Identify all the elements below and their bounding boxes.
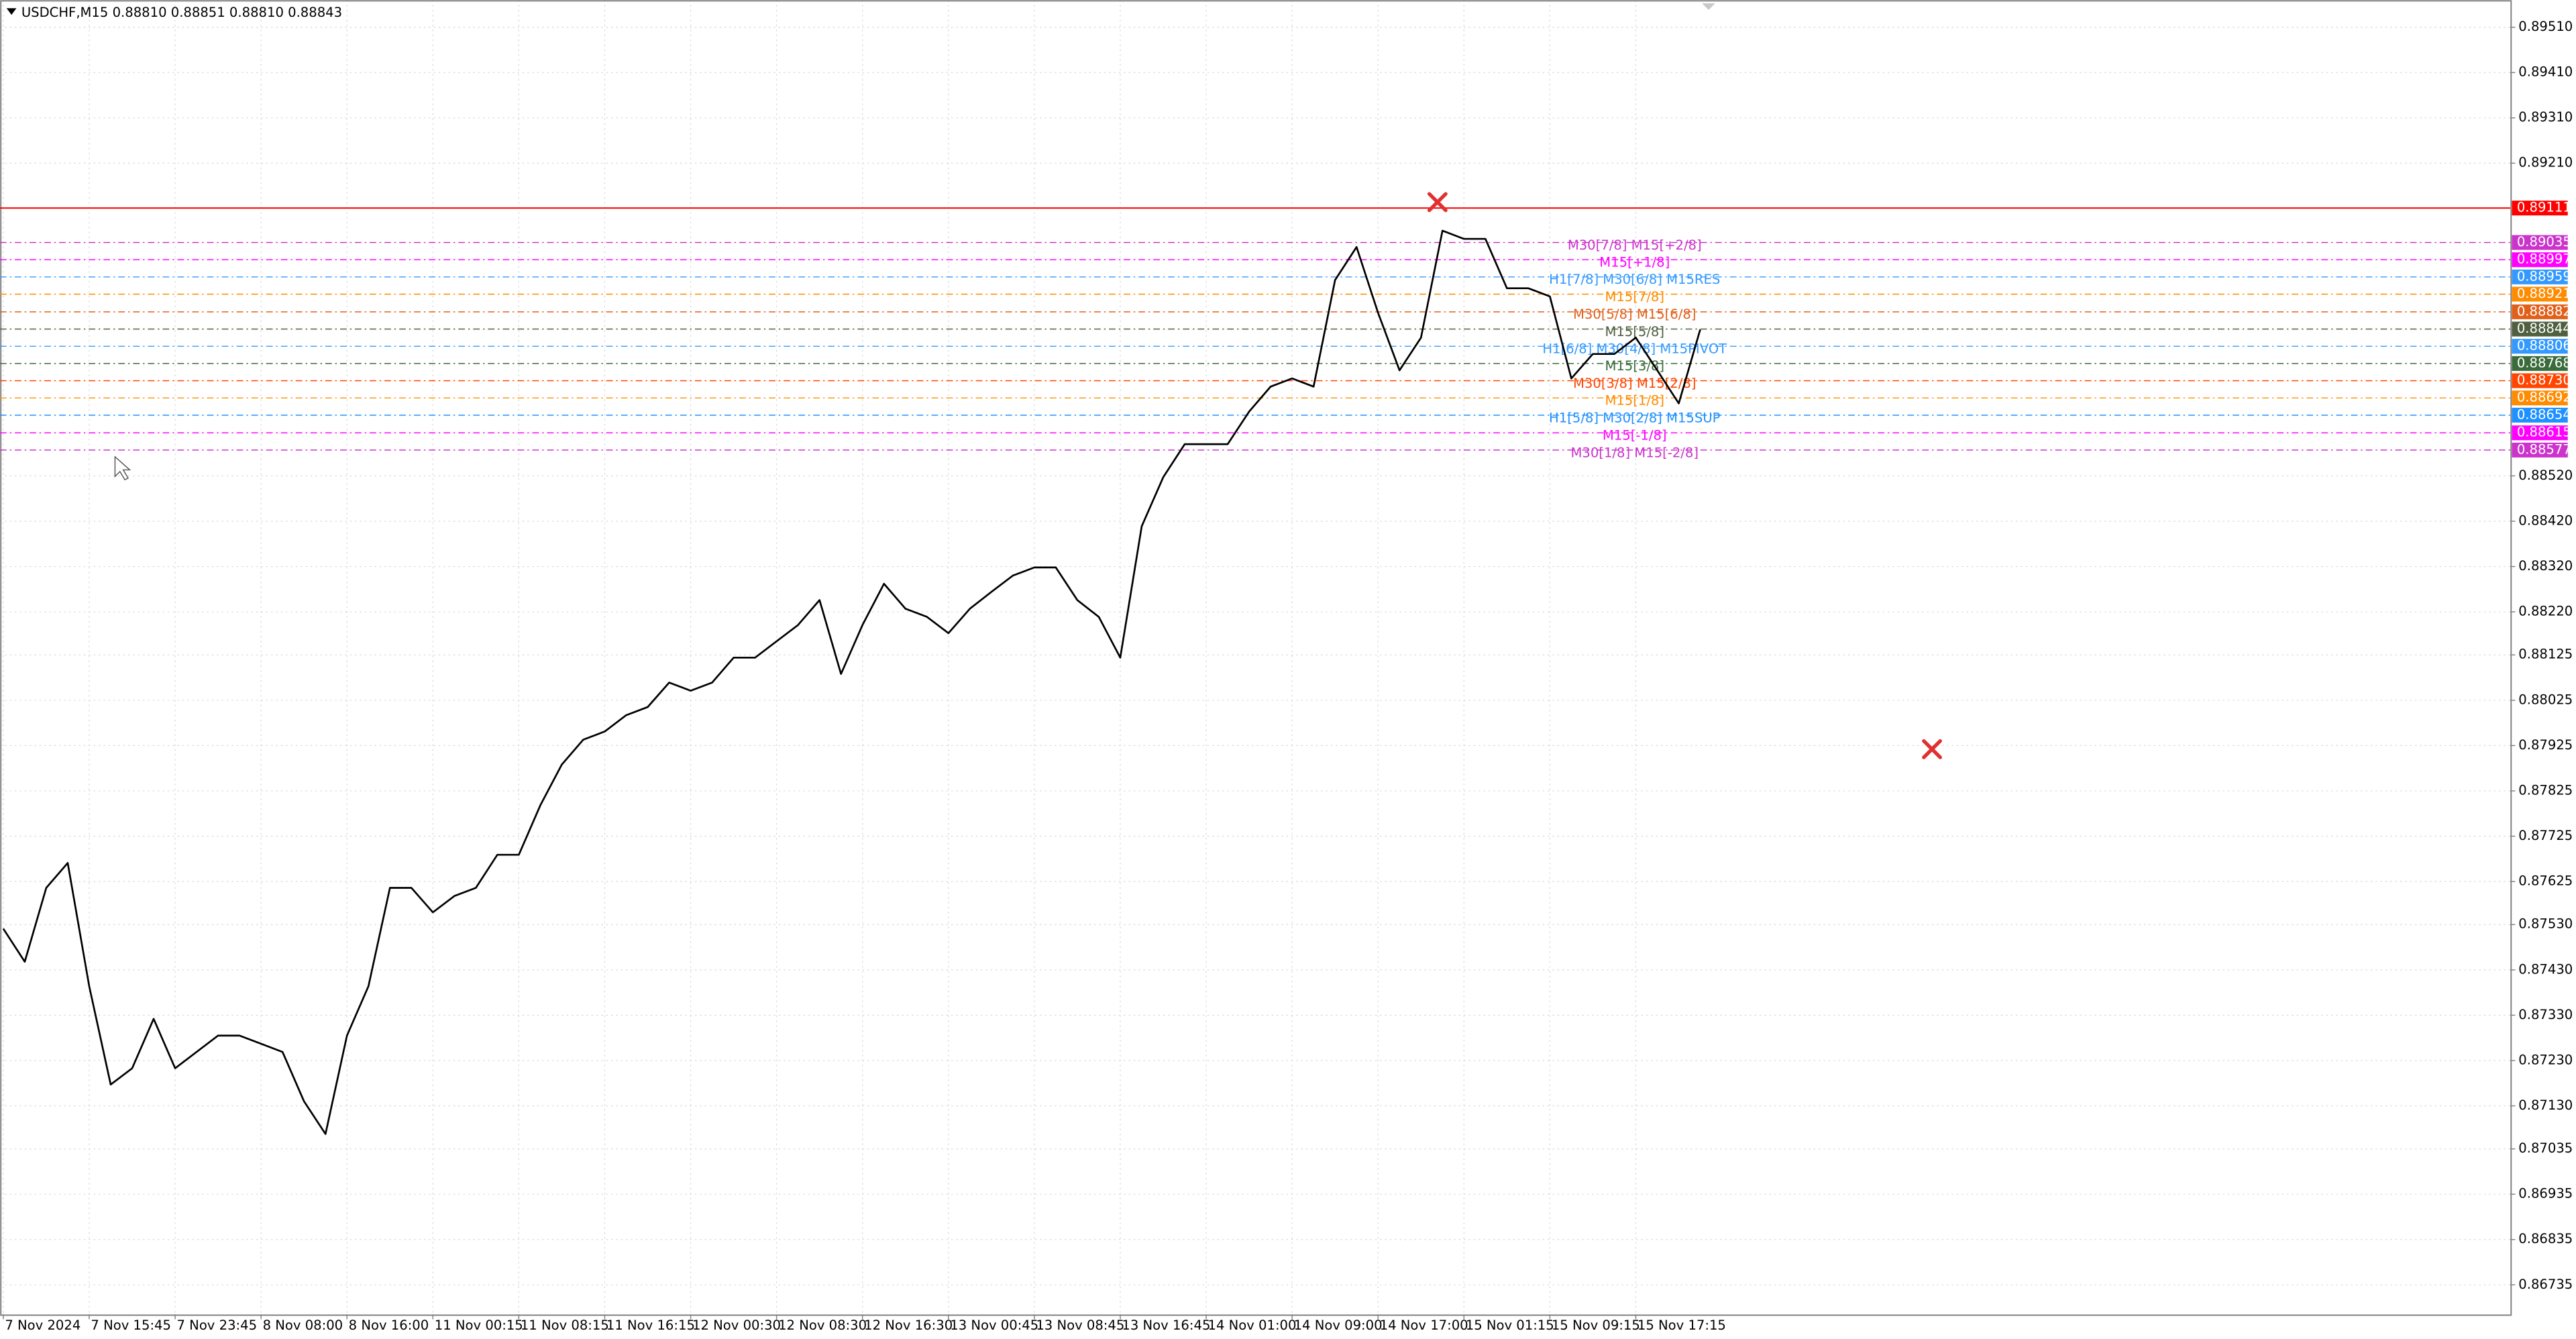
price-label-box	[2512, 304, 2568, 319]
price-label-box	[2512, 407, 2568, 423]
level-label: M30[1/8] M15[-2/8]	[1571, 445, 1699, 460]
price-label-box	[2512, 339, 2568, 354]
price-label: 0.88730	[2517, 372, 2571, 388]
price-label: 0.88806	[2517, 338, 2571, 354]
y-tick-label: 0.87825	[2518, 782, 2573, 798]
x-tick-label: 12 Nov 00:30	[692, 1318, 781, 1333]
y-tick-label: 0.87430	[2518, 961, 2573, 977]
price-label-box	[2512, 201, 2568, 216]
price-label-box	[2512, 321, 2568, 337]
price-label: 0.88615	[2517, 425, 2571, 440]
y-tick-label: 0.87530	[2518, 916, 2573, 932]
y-tick-label: 0.88520	[2518, 468, 2573, 483]
level-label: M15[1/8]	[1605, 393, 1664, 409]
price-label: 0.88882	[2517, 303, 2571, 319]
x-tick-label: 8 Nov 16:00	[349, 1318, 429, 1333]
level-label: H1[5/8] M30[2/8] M15SUP	[1549, 410, 1721, 425]
x-tick-label: 13 Nov 16:45	[1122, 1318, 1210, 1333]
price-label: 0.88959	[2517, 268, 2571, 284]
x-tick-label: 14 Nov 17:00	[1380, 1318, 1468, 1333]
y-tick-label: 0.89410	[2518, 64, 2573, 80]
level-label: M30[3/8] M15[2/8]	[1573, 376, 1696, 391]
x-tick-label: 14 Nov 01:00	[1208, 1318, 1296, 1333]
x-tick-label: 15 Nov 17:15	[1638, 1318, 1726, 1333]
y-tick-label: 0.86835	[2518, 1231, 2573, 1246]
y-tick-label: 0.88025	[2518, 692, 2573, 707]
y-tick-label: 0.88320	[2518, 558, 2573, 574]
level-label: M15[-1/8]	[1603, 428, 1667, 443]
menu-arrow[interactable]	[6, 8, 17, 15]
cross-marker	[1427, 192, 1942, 759]
x-tick-label: 13 Nov 00:45	[950, 1318, 1038, 1333]
price-label: 0.88768	[2517, 355, 2571, 370]
price-label: 0.88921	[2517, 286, 2571, 301]
y-tick-label: 0.88220	[2518, 604, 2573, 619]
chart-title: USDCHF,M15 0.88810 0.88851 0.88810 0.888…	[21, 5, 342, 20]
scroll-marker	[1702, 3, 1715, 10]
y-tick-label: 0.87925	[2518, 737, 2573, 753]
price-line	[2, 229, 1701, 1135]
price-label-box	[2512, 356, 2568, 371]
price-label-box	[2512, 252, 2568, 268]
level-label: M15[+1/8]	[1599, 255, 1670, 270]
price-label: 0.88654	[2517, 407, 2571, 422]
y-tick-label: 0.87130	[2518, 1097, 2573, 1113]
y-tick-label: 0.86935	[2518, 1186, 2573, 1201]
y-tick-label: 0.89510	[2518, 19, 2573, 34]
x-tick-label: 7 Nov 2024	[5, 1318, 80, 1333]
level-label: M15[3/8]	[1605, 358, 1664, 374]
price-label-box	[2512, 235, 2568, 250]
level-label: H1[7/8] M30[6/8] M15RES	[1549, 272, 1720, 287]
level-label: M30[7/8] M15[+2/8]	[1568, 237, 1702, 253]
price-label: 0.88577	[2517, 441, 2571, 457]
x-tick-label: 8 Nov 08:00	[263, 1318, 343, 1333]
y-tick-label: 0.88420	[2518, 513, 2573, 528]
x-tick-label: 13 Nov 08:45	[1036, 1318, 1124, 1333]
y-tick-label: 0.89210	[2518, 155, 2573, 170]
price-label: 0.89111	[2517, 200, 2571, 215]
x-tick-label: 14 Nov 09:00	[1294, 1318, 1383, 1333]
y-tick-label: 0.88125	[2518, 647, 2573, 662]
y-tick-label: 0.87725	[2518, 828, 2573, 843]
y-tick-label: 0.86735	[2518, 1277, 2573, 1292]
price-label-box	[2512, 286, 2568, 302]
x-tick-label: 11 Nov 00:15	[435, 1318, 523, 1333]
price-label-box	[2512, 373, 2568, 388]
price-label: 0.89035	[2517, 234, 2571, 250]
marks: M30[7/8] M15[+2/8] M15[+1/8] H1[7/8] M30[6…	[0, 207, 2511, 1135]
price-label: 0.88692	[2517, 390, 2571, 405]
level-label: M15[5/8]	[1605, 324, 1664, 339]
y-tick-label: 0.87625	[2518, 873, 2573, 889]
x-tick-label: 15 Nov 01:15	[1466, 1318, 1554, 1333]
y-tick-label: 0.89310	[2518, 109, 2573, 125]
x-tick-label: 11 Nov 08:15	[521, 1318, 609, 1333]
price-label: 0.88844	[2517, 321, 2571, 336]
mouse-cursor	[114, 456, 131, 481]
x-tick-label: 15 Nov 09:15	[1552, 1318, 1640, 1333]
x-tick-label: 11 Nov 16:15	[606, 1318, 695, 1333]
x-tick-label: 12 Nov 08:30	[778, 1318, 867, 1333]
price-label: 0.88997	[2517, 252, 2571, 267]
price-label-box	[2512, 425, 2568, 441]
price-label-box	[2512, 390, 2568, 406]
price-label-box	[2512, 269, 2568, 284]
level-label: H1[6/8] M30[4/8] M15PIVOT	[1542, 341, 1727, 357]
y-tick-label: 0.87035	[2518, 1140, 2573, 1156]
x-tick-label: 7 Nov 23:45	[177, 1318, 258, 1333]
x-tick-label: 7 Nov 15:45	[91, 1318, 171, 1333]
grid	[0, 0, 2511, 1315]
y-tick-label: 0.87330	[2518, 1007, 2573, 1022]
x-tick-label: 12 Nov 16:30	[864, 1318, 953, 1333]
price-label-box	[2512, 442, 2568, 458]
y-tick-label: 0.87230	[2518, 1052, 2573, 1067]
plot-border	[0, 0, 2512, 1316]
level-label: M30[5/8] M15[6/8]	[1573, 307, 1696, 322]
level-label: M15[7/8]	[1605, 289, 1664, 305]
